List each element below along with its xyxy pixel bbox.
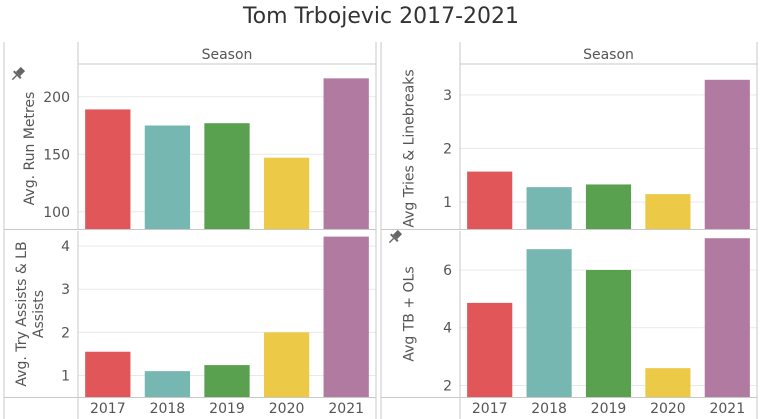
x-tick-label: 2019 [591,401,627,417]
column-header: Season [583,47,634,63]
bar-2020 [263,157,310,229]
y-axis-label: Avg Tries & Linebreaks [402,69,418,227]
y-axis-label-line: Avg Tries & Linebreaks [402,69,418,227]
y-tick-label: 150 [43,147,70,163]
y-tick-label: 3 [443,88,452,104]
y-axis-label-line: Avg TB + OLs [402,266,418,361]
x-tick-label: 2018 [531,401,567,417]
chart-panel-1: Season 100 150 200 Avg. Run Metres [4,42,376,230]
pin-icon-head [15,66,26,77]
column-header: Season [202,47,253,63]
bar-2021 [323,236,369,397]
y-tick-label: 200 [43,90,70,106]
bar-2019 [585,269,632,397]
bar-2021 [704,79,750,229]
pin-icon-needle [11,74,18,81]
y-axis-label-line: Avg. Try Assists & LB [14,241,30,386]
bar-2017 [85,351,131,397]
bar-2019 [204,365,250,397]
y-axis-label: Avg TB + OLs [402,266,418,361]
bar-2018 [144,125,191,229]
chart-panel-3: 1 2 3 4 Avg. Try Assists & LBAssists 2017 2018… [4,231,376,417]
bar-2018 [144,371,191,397]
bar-2017 [85,109,131,229]
y-tick-label: 6 [443,263,452,279]
y-tick-label: 2 [61,325,70,341]
y-axis-label: Avg. Run Metres [22,92,38,206]
y-tick-label: 1 [443,195,452,211]
pin-icon-collar [13,70,22,79]
y-axis-label-line: Assists [31,290,47,338]
bar-2020 [645,368,691,397]
pin-icon-head [392,229,403,240]
y-tick-label: 1 [61,368,70,384]
x-tick-label: 2017 [472,401,508,417]
y-tick-label: 2 [443,378,452,394]
bar-2021 [323,78,369,229]
x-tick-label: 2017 [90,401,126,417]
chart-panel-2: Season 1 2 3 Avg Tries & Linebreaks [381,42,757,230]
bar-2018 [526,187,572,229]
bar-2020 [263,332,310,397]
x-tick-label: 2018 [150,401,186,417]
pin-icon-needle [388,237,395,244]
bar-2018 [526,249,572,397]
y-axis-label-line: Avg. Run Metres [22,92,38,206]
y-tick-label: 4 [61,239,70,255]
x-tick-label: 2019 [209,401,245,417]
x-tick-label: 2020 [269,401,305,417]
y-tick-label: 2 [443,142,452,158]
chart-title: Tom Trbojevic 2017-2021 [242,4,520,29]
bar-2017 [467,302,513,397]
pin-icon [388,229,403,244]
y-tick-label: 100 [43,205,70,221]
x-tick-label: 2021 [709,401,745,417]
bar-2019 [204,123,250,229]
chart-panel-4: 2 4 6 Avg TB + OLs 2017 2018 2019 2020 2021 [381,229,757,417]
pin-icon [11,66,26,81]
y-tick-label: 4 [443,321,452,337]
pin-icon-collar [390,233,399,242]
x-tick-label: 2020 [650,401,686,417]
y-tick-label: 3 [61,282,70,298]
bar-2021 [704,238,750,397]
x-tick-label: 2021 [328,401,364,417]
bar-2017 [467,171,513,229]
y-axis-label: Avg. Try Assists & LBAssists [14,241,47,386]
bar-2019 [585,184,632,229]
bar-2020 [645,194,691,229]
